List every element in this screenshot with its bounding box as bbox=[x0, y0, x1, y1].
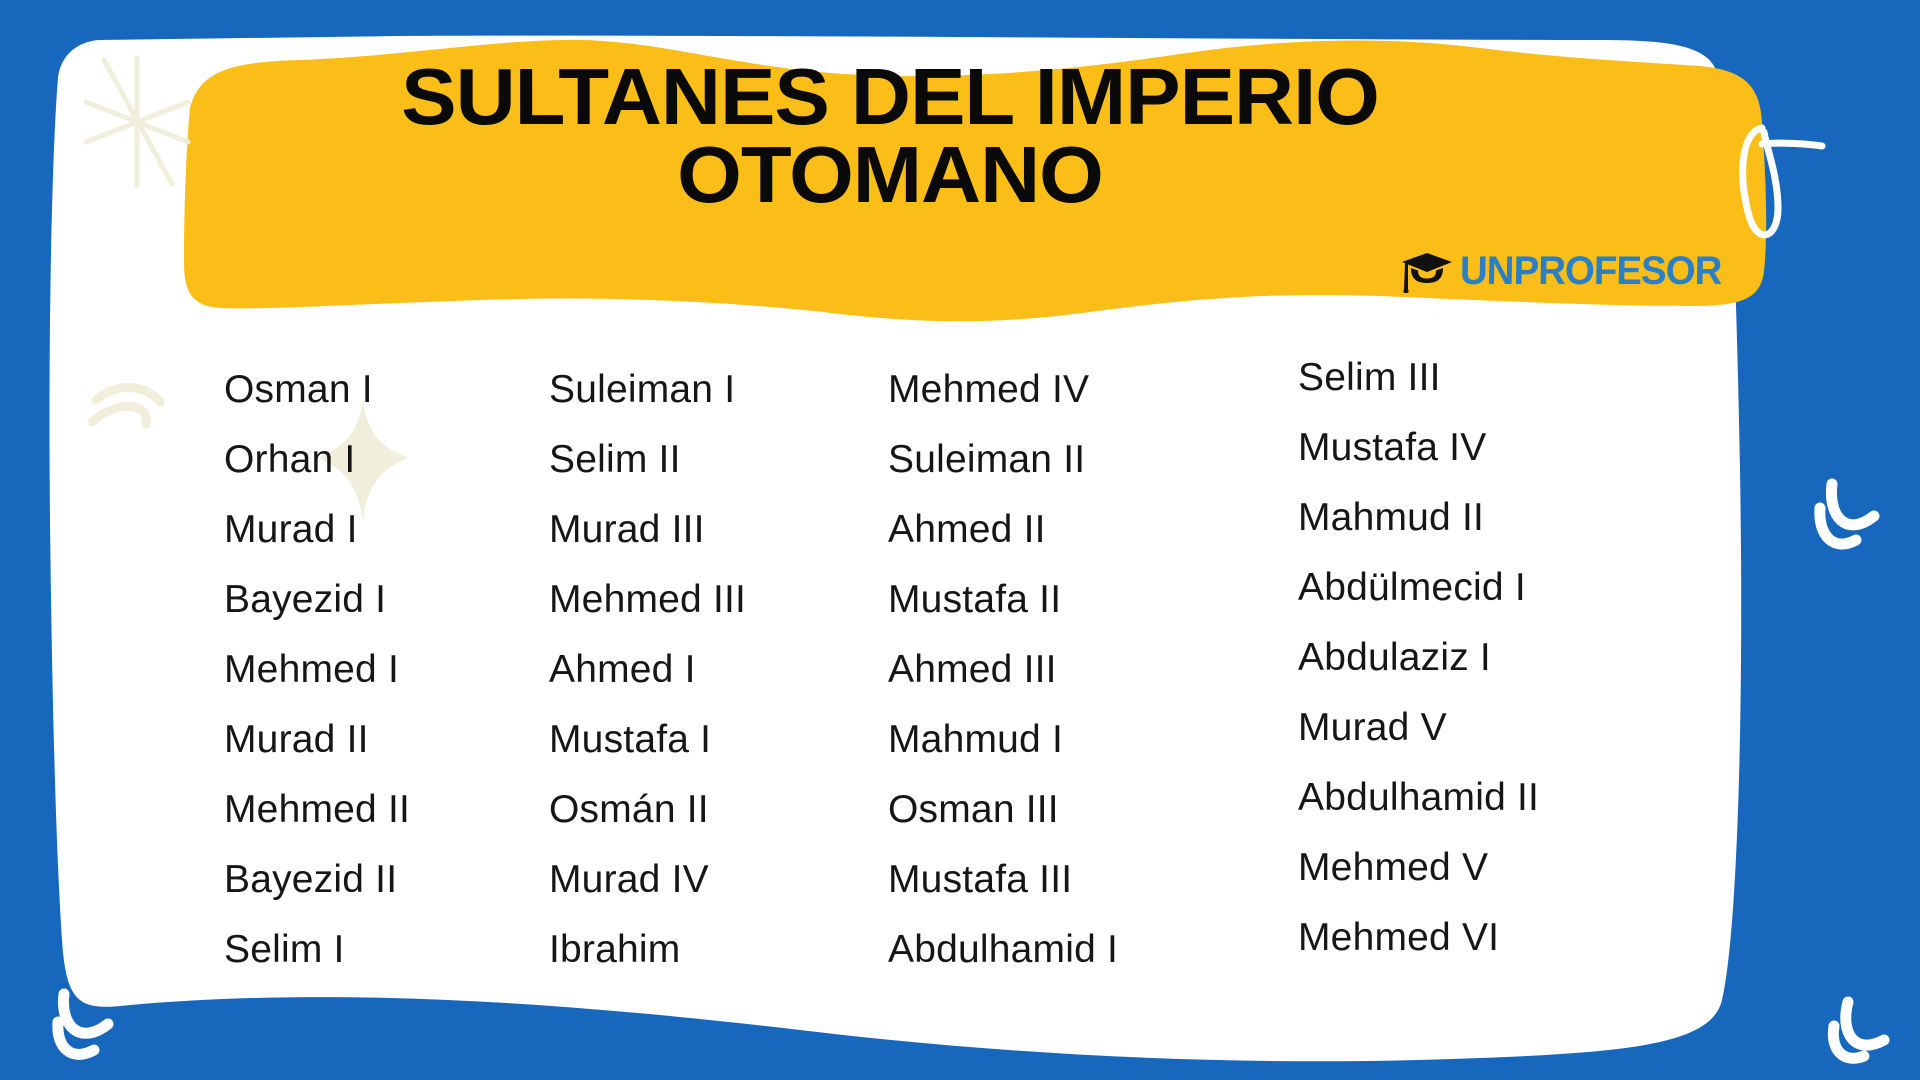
unprofesor-logo[interactable]: UNPROFESOR bbox=[1400, 243, 1722, 299]
sultan-name: Bayezid II bbox=[224, 858, 398, 901]
sultan-name: Abdulhamid I bbox=[888, 928, 1119, 971]
sultan-name: Mehmed II bbox=[224, 788, 411, 831]
sultan-name: Ahmed III bbox=[888, 648, 1057, 691]
sultan-name: Murad I bbox=[224, 508, 358, 551]
sultan-name: Mehmed I bbox=[224, 648, 400, 691]
sultan-name: Abdülmecid I bbox=[1298, 566, 1526, 609]
sultan-name: Suleiman II bbox=[888, 438, 1086, 481]
title-line-2: OTOMANO bbox=[677, 129, 1104, 219]
sultan-name: Mehmed III bbox=[549, 578, 747, 621]
sultan-column-3: Mehmed IV Suleiman II Ahmed II Mustafa II Ah… bbox=[888, 355, 1118, 985]
sultan-name: Mehmed VI bbox=[1298, 916, 1500, 959]
sultan-name: Selim II bbox=[549, 438, 681, 481]
sultan-name: Ibrahim bbox=[549, 928, 681, 971]
sultan-name: Mustafa II bbox=[888, 578, 1062, 621]
sultan-name: Mehmed V bbox=[1298, 846, 1489, 889]
logo-wordmark: UNPROFESOR bbox=[1459, 249, 1722, 293]
sultan-name: Selim III bbox=[1298, 356, 1441, 399]
sultan-name: Murad III bbox=[549, 508, 705, 551]
sultan-column-2: Suleiman I Selim II Murad III Mehmed III Ahm… bbox=[549, 355, 746, 985]
sultan-name: Abdulhamid II bbox=[1298, 776, 1540, 819]
sultan-name: Ahmed II bbox=[888, 508, 1046, 551]
sultan-name: Mustafa III bbox=[888, 858, 1073, 901]
poster-title: SULTANES DEL IMPERIO OTOMANO bbox=[180, 57, 1600, 214]
sultan-name: Mahmud II bbox=[1298, 496, 1485, 539]
sultan-name: Mahmud I bbox=[888, 718, 1064, 761]
sultan-name: Murad V bbox=[1298, 706, 1447, 749]
sultan-name: Bayezid I bbox=[224, 578, 387, 621]
sultan-name: Mustafa I bbox=[549, 718, 712, 761]
sultan-name: Osmán II bbox=[549, 788, 709, 831]
sultan-name: Mustafa IV bbox=[1298, 426, 1487, 469]
sultan-name: Ahmed I bbox=[549, 648, 696, 691]
sultan-name: Murad IV bbox=[549, 858, 709, 901]
sultan-name: Abdulaziz I bbox=[1298, 636, 1491, 679]
title-line-1: SULTANES DEL IMPERIO bbox=[401, 52, 1380, 141]
sultan-column-1: Osman I Orhan I Murad I Bayezid I Mehmed I Mu… bbox=[224, 355, 410, 985]
sultan-name: Selim I bbox=[224, 928, 345, 971]
graduation-cap-icon bbox=[1402, 253, 1452, 293]
sultan-name: Osman I bbox=[224, 368, 373, 411]
sultan-column-4: Selim III Mustafa IV Mahmud II Abdülmecid I… bbox=[1298, 343, 1539, 973]
sultan-name: Mehmed IV bbox=[888, 368, 1090, 411]
sultan-name: Osman III bbox=[888, 788, 1059, 831]
sultan-name: Suleiman I bbox=[549, 368, 736, 411]
sultan-name: Murad II bbox=[224, 718, 369, 761]
sultan-name: Orhan I bbox=[224, 438, 356, 481]
